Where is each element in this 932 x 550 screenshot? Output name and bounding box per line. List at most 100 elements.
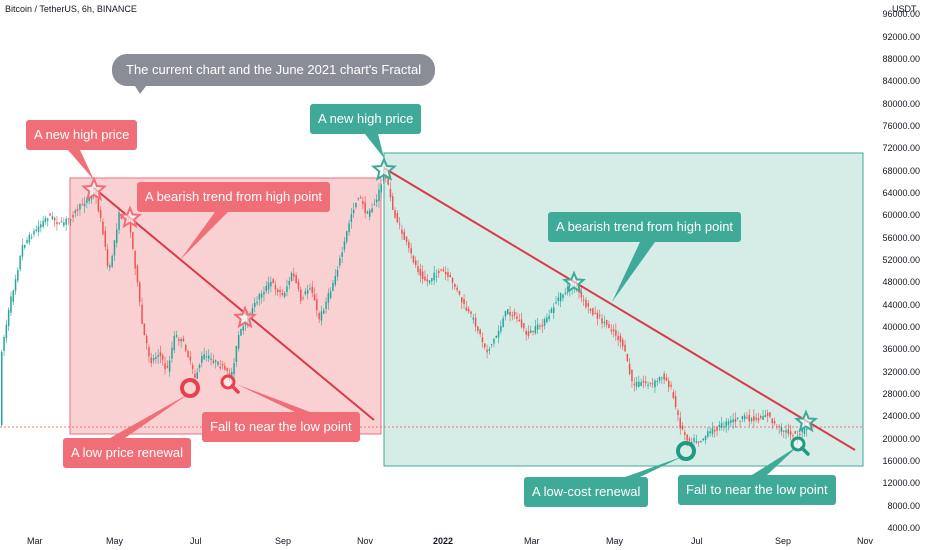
candle [274,280,277,296]
magnifier-handle [230,384,240,394]
candle [270,276,272,293]
candle-body [58,222,60,224]
candle [654,378,656,393]
candle [509,305,511,322]
candle-body [141,304,143,324]
candle-body [773,421,776,424]
candle-body [56,222,58,225]
candle [697,441,700,447]
candle [398,217,401,230]
candle [431,277,433,286]
candle-body [231,371,233,378]
candle [417,260,419,275]
candle-body [166,365,169,368]
candle-body [511,315,514,317]
candle [562,293,564,302]
candle-body [449,275,451,278]
candle [670,381,672,390]
candle-body [67,218,70,220]
candle [493,337,495,348]
candle-body [520,319,523,328]
candle [704,435,707,445]
candle [53,216,56,227]
candle [60,216,63,223]
candle-body [764,414,767,418]
candle-body [148,347,150,357]
red-low-renewal-callout: A low price renewal [63,438,191,468]
candle-body [750,418,753,422]
candle [152,354,155,364]
candle-body [419,268,422,276]
candle [617,331,619,347]
candle [369,208,371,221]
candle-body [502,318,504,328]
candle-body [543,319,546,326]
candle-body [435,275,438,277]
candle [221,360,224,369]
candle [168,355,171,377]
candle-body [532,330,534,332]
candle [647,381,649,390]
candle-body [191,364,194,369]
candle [633,377,635,392]
candle-body [162,355,164,360]
candle-body [189,356,192,361]
candle [603,315,606,328]
candle-body [596,312,599,319]
candle-body [339,258,341,266]
candle [718,420,721,431]
candle [10,291,12,317]
candle [139,280,141,307]
candle-body [152,357,155,361]
candle-body [290,272,293,281]
candle-body [631,369,633,382]
candle-body [792,435,794,437]
candle-body [325,301,327,309]
candle-body [417,265,419,273]
candle [415,256,417,268]
red-magnifier-icon [220,374,240,394]
candle-body [306,290,309,294]
candle-body [610,329,612,332]
candle [727,418,730,431]
teal-bearish-pointer [612,242,655,302]
candle-body [300,289,302,301]
candle-body [612,329,615,332]
candle-body [592,308,594,315]
candle [150,352,152,368]
candle [352,202,355,218]
candle-body [283,293,286,297]
chart-markers [80,156,818,461]
candle [7,307,10,332]
candle-body [208,355,210,359]
candle [79,203,81,216]
candle [778,424,780,434]
candle-body [638,381,640,387]
candle-body [619,335,622,342]
candle [348,219,350,236]
red-fall-low-pointer [236,384,310,412]
candle [631,369,633,388]
candle [500,320,502,335]
candle [596,309,599,326]
candle-body [438,271,440,274]
candle-body [787,429,790,434]
candle-body [201,355,203,363]
candle [1,349,3,427]
candle [116,223,118,248]
candle [30,233,33,240]
candle-body [624,344,626,352]
candle [148,344,150,363]
candle [435,269,438,283]
candle [645,375,647,387]
candle-body [700,440,702,443]
candle-body [258,294,261,300]
candle [649,382,652,387]
candle-body [789,431,792,435]
candle [564,288,566,296]
candle-body [134,251,136,269]
candle [396,210,399,224]
candle-body [168,360,171,372]
candle-body [214,360,217,362]
